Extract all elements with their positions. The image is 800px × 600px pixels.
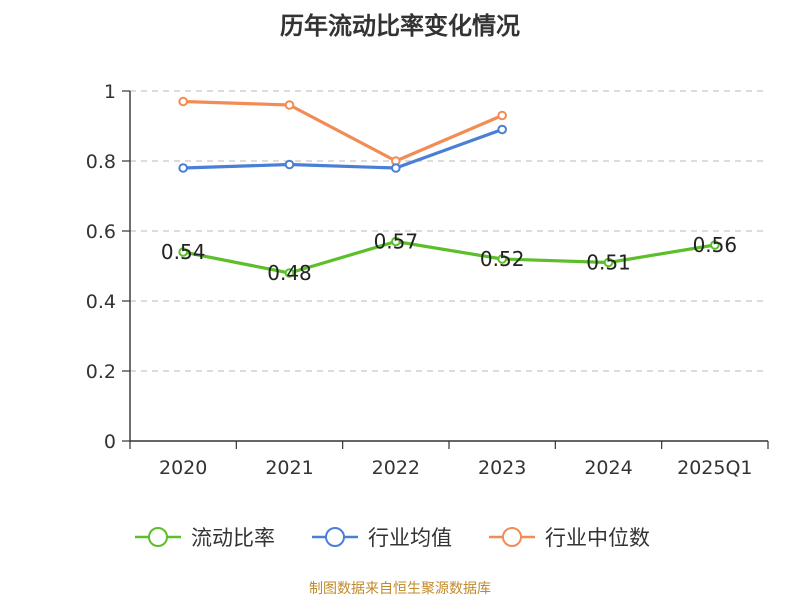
legend-marker: [325, 527, 345, 547]
data-label-layer: 0.54 0.48 0.57 0.52 0.51 0.56: [161, 230, 737, 286]
data-point: [391, 236, 401, 247]
series-line-2: [183, 99, 503, 163]
x-tick-label: 2020: [159, 457, 207, 479]
data-point: [284, 159, 295, 170]
data-label: 0.48: [267, 261, 312, 285]
legend-item-label: 流动比率: [191, 526, 275, 550]
series-line-0: [182, 239, 716, 275]
series-layer: [178, 96, 720, 278]
data-point: [178, 163, 188, 173]
data-label: 0.51: [586, 251, 631, 275]
data-point: [710, 240, 720, 250]
legend-marker: [148, 527, 168, 547]
data-label: 0.56: [693, 233, 738, 257]
data-label: 0.54: [161, 240, 206, 264]
chart-title: 历年流动比率变化情况: [280, 12, 520, 40]
legend-item-label: 行业中位数: [545, 526, 650, 550]
data-point: [284, 268, 295, 278]
y-tick-label: 0.6: [86, 221, 116, 243]
data-point: [497, 110, 507, 121]
data-point: [497, 254, 507, 264]
legend-item-label: 行业均值: [368, 526, 452, 550]
grid-layer: [130, 90, 768, 372]
source-footer: 制图数据来自恒生聚源数据库: [309, 581, 491, 597]
data-point: [603, 257, 614, 268]
x-tick-label: 2025Q1: [677, 457, 752, 479]
data-point: [178, 96, 188, 107]
x-tick-label: 2021: [265, 457, 313, 479]
series-line-1: [183, 127, 503, 170]
axis-layer: 0 0.2 0.4 0.6 0.8 1 2020 2021 2022 2023 2024 2025Q1: [86, 81, 769, 479]
y-tick-label: 0.4: [86, 291, 116, 313]
x-tick-label: 2022: [372, 457, 420, 479]
data-point: [391, 163, 401, 173]
y-tick-label: 1: [104, 81, 116, 103]
y-tick-label: 0.2: [86, 361, 116, 383]
legend: 流动比率 行业均值 行业中位数: [135, 526, 650, 550]
x-tick-label: 2023: [478, 457, 526, 479]
data-point: [497, 124, 507, 135]
data-point: [178, 247, 188, 257]
data-label: 0.57: [374, 230, 419, 254]
legend-marker: [502, 527, 522, 547]
data-point: [284, 100, 295, 110]
y-tick-label: 0: [104, 431, 116, 453]
data-label: 0.52: [480, 247, 525, 271]
x-tick-label: 2024: [584, 457, 632, 479]
y-tick-label: 0.8: [86, 151, 116, 173]
